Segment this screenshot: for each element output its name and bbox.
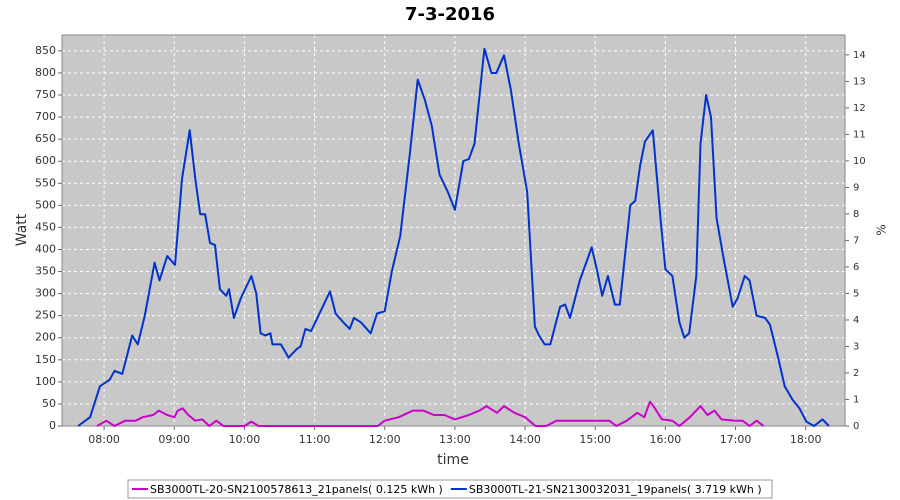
y-axis-label: Watt: [14, 213, 30, 246]
x-tick-label: 13:00: [439, 433, 471, 446]
y2-tick-label: 3: [853, 341, 859, 352]
y2-tick-label: 11: [853, 129, 866, 140]
y-tick-label: 450: [35, 220, 56, 233]
y2-tick-label: 12: [853, 103, 866, 114]
y-tick-label: 350: [35, 265, 56, 278]
y-tick-label: 850: [35, 44, 56, 57]
y-tick-label: 0: [49, 419, 56, 432]
y2-tick-label: 6: [853, 262, 859, 273]
legend-label: SB3000TL-21-SN2130032031_19panels( 3.719…: [469, 483, 762, 496]
y-tick-label: 800: [35, 66, 56, 79]
y-tick-label: 150: [35, 353, 56, 366]
y2-tick-label: 5: [853, 288, 859, 299]
y2-tick-label: 2: [853, 368, 859, 379]
y2-tick-label: 9: [853, 182, 859, 193]
x-axis-label: time: [437, 452, 469, 468]
y-tick-label: 300: [35, 287, 56, 300]
y-tick-label: 400: [35, 242, 56, 255]
y2-tick-label: 14: [853, 50, 866, 61]
plot-border: [61, 34, 846, 427]
x-tick-label: 14:00: [509, 433, 541, 446]
chart-title: 7-3-2016: [405, 4, 495, 25]
y2-axis-label: %: [875, 224, 889, 235]
y-tick-label: 650: [35, 132, 56, 145]
y2-tick-label: 13: [853, 76, 866, 87]
x-tick-label: 11:00: [299, 433, 331, 446]
y-tick-label: 200: [35, 331, 56, 344]
y2-tick-label: 4: [853, 315, 859, 326]
y-tick-label: 100: [35, 375, 56, 388]
y-tick-label: 50: [42, 397, 56, 410]
y2-tick-label: 1: [853, 394, 859, 405]
y2-tick-label: 8: [853, 209, 859, 220]
x-tick-label: 10:00: [229, 433, 261, 446]
x-tick-label: 18:00: [790, 433, 822, 446]
y-tick-label: 700: [35, 110, 56, 123]
y-tick-label: 500: [35, 198, 56, 211]
y-tick-label: 250: [35, 309, 56, 322]
x-tick-label: 17:00: [720, 433, 752, 446]
x-tick-label: 08:00: [88, 433, 120, 446]
y2-tick-label: 10: [853, 156, 866, 167]
y2-tick-label: 0: [853, 421, 859, 432]
y-tick-label: 550: [35, 176, 56, 189]
legend-label: SB3000TL-20-SN2100578613_21panels( 0.125…: [150, 483, 443, 496]
x-tick-label: 16:00: [650, 433, 682, 446]
y-tick-label: 750: [35, 88, 56, 101]
y-tick-label: 600: [35, 154, 56, 167]
plot-area: [62, 35, 845, 426]
x-tick-label: 12:00: [369, 433, 401, 446]
x-tick-label: 09:00: [158, 433, 190, 446]
series-line: [77, 47, 830, 427]
y2-tick-label: 7: [853, 235, 859, 246]
legend: [127, 479, 773, 499]
series-line: [96, 400, 765, 427]
x-tick-label: 15:00: [579, 433, 611, 446]
